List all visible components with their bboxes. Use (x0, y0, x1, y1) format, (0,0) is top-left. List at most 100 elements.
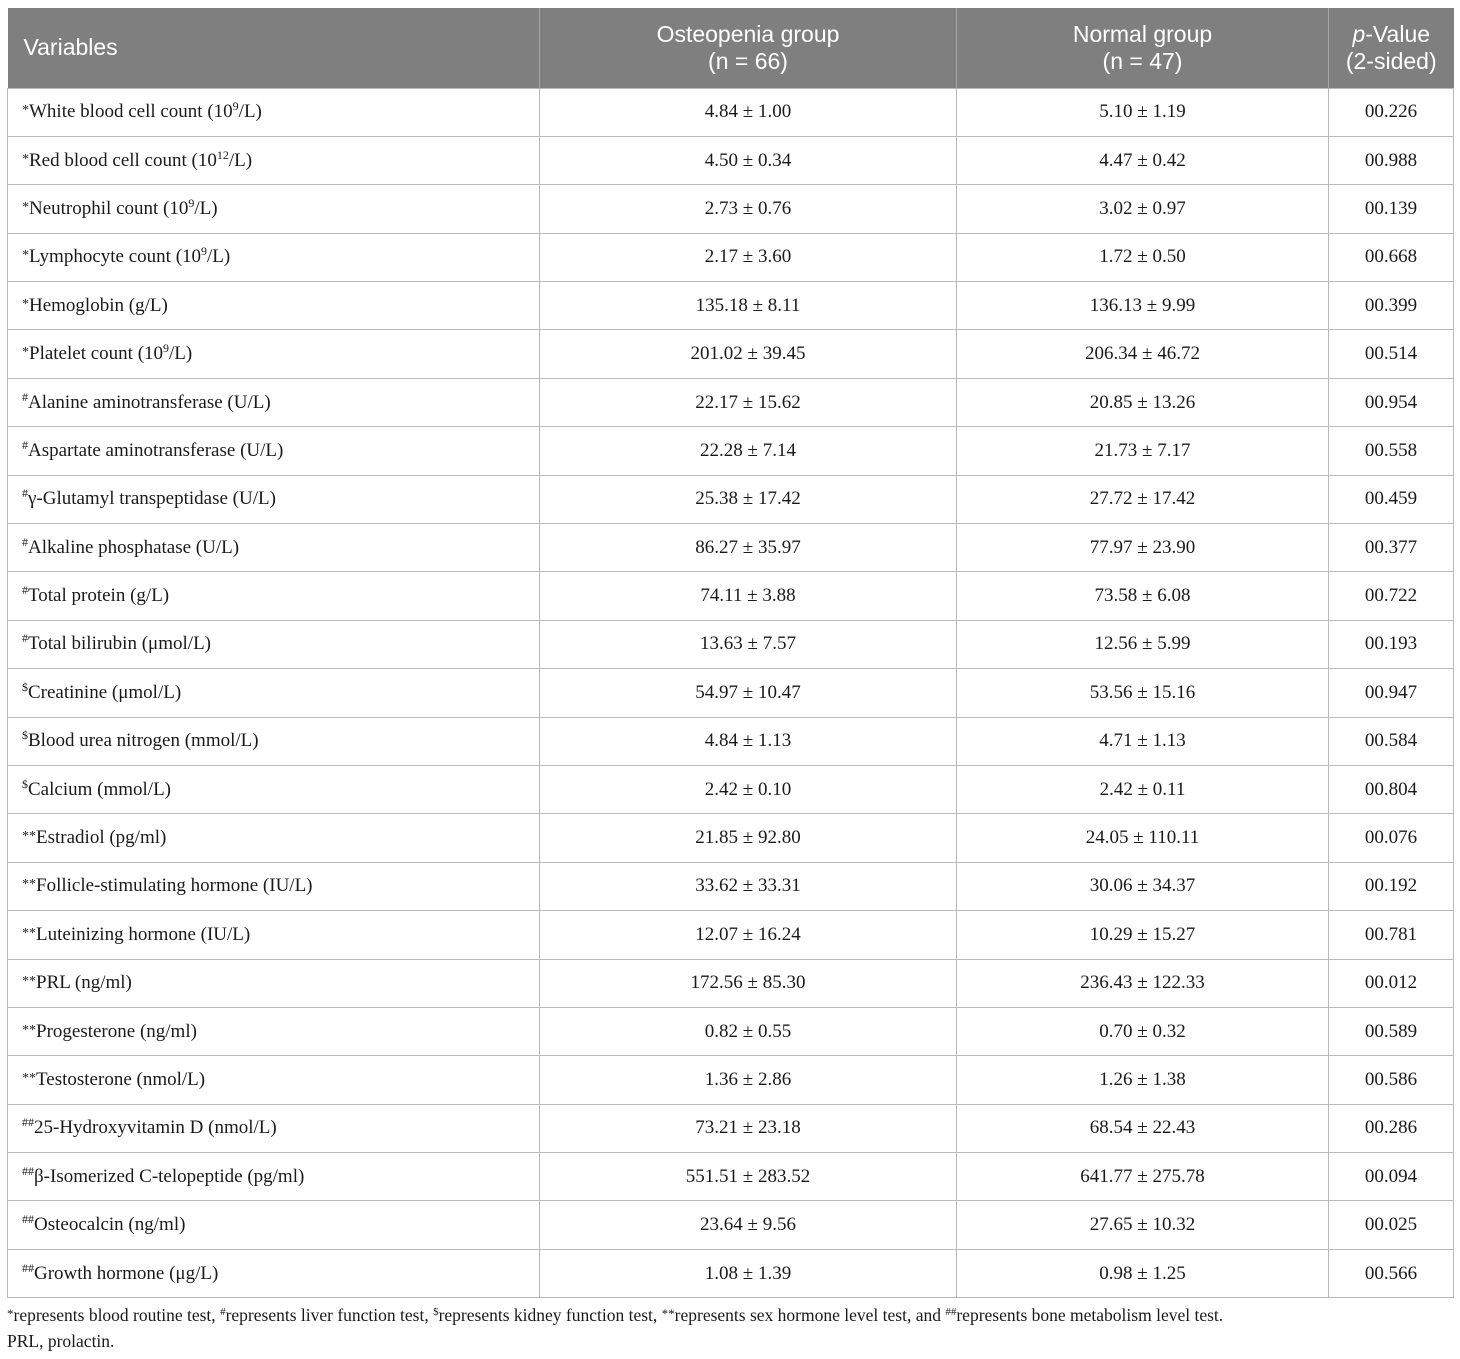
table-row: **Luteinizing hormone (IU/L) 12.07 ± 16.2… (7, 910, 1454, 960)
cell-osteopenia: 4.84 ± 1.13 (539, 716, 957, 766)
footnote-mark-double-star: ** (661, 1306, 675, 1321)
cell-normal: 0.98 ± 1.25 (956, 1248, 1329, 1299)
cell-variable: *White blood cell count (109/L) (7, 87, 540, 137)
cell-p-value: 00.193 (1328, 619, 1454, 670)
cell-normal: 27.72 ± 17.42 (956, 474, 1329, 525)
cell-variable: #Total protein (g/L) (7, 571, 540, 621)
cell-normal: 30.06 ± 34.37 (956, 861, 1329, 912)
cell-p-value: 00.586 (1328, 1055, 1454, 1105)
row-marker: # (22, 389, 28, 404)
cell-normal: 77.97 ± 23.90 (956, 523, 1329, 573)
cell-p-value: 00.025 (1328, 1200, 1454, 1250)
cell-variable: #Total bilirubin (μmol/L) (7, 619, 540, 670)
footnote-text-kidney: represents kidney function test, (438, 1305, 662, 1325)
row-marker: ** (22, 1071, 36, 1086)
cell-p-value: 00.399 (1328, 281, 1454, 331)
footnote-mark-hash: # (220, 1306, 226, 1318)
variable-name: PRL (ng/ml) (36, 972, 132, 994)
table-row: *Red blood cell count (1012/L) 4.50 ± 0.3… (7, 135, 1454, 186)
header-osteopenia-n: (n = 66) (708, 47, 788, 74)
variable-name: Testosterone (nmol/L) (36, 1069, 206, 1090)
table-row: **Estradiol (pg/ml) 21.85 ± 92.80 24.05 ± … (7, 813, 1454, 863)
footnote-text-bone: represents bone metabolism level test. (956, 1305, 1224, 1325)
cell-normal: 136.13 ± 9.99 (956, 281, 1329, 331)
cell-p-value: 00.012 (1328, 958, 1454, 1008)
row-marker: ** (22, 925, 36, 941)
cell-osteopenia: 23.64 ± 9.56 (539, 1200, 957, 1250)
cell-variable: ##Growth hormone (μg/L) (7, 1248, 540, 1299)
unit-exponent: 12 (216, 147, 229, 162)
cell-variable: #Aspartate aminotransferase (U/L) (7, 426, 540, 476)
row-marker: * (22, 345, 29, 361)
cell-osteopenia: 12.07 ± 16.24 (539, 910, 957, 960)
row-marker: $ (22, 776, 28, 791)
cell-variable: **Testosterone (nmol/L) (7, 1055, 540, 1105)
cell-osteopenia: 21.85 ± 92.80 (539, 813, 957, 863)
cell-p-value: 00.566 (1328, 1248, 1454, 1299)
row-marker: $ (22, 679, 28, 694)
cell-normal: 27.65 ± 10.32 (956, 1200, 1329, 1250)
cell-p-value: 00.377 (1328, 523, 1454, 573)
cell-osteopenia: 25.38 ± 17.42 (539, 474, 957, 525)
cell-osteopenia: 86.27 ± 35.97 (539, 523, 957, 573)
cell-normal: 236.43 ± 122.33 (956, 958, 1329, 1008)
table-row: *Hemoglobin (g/L) 135.18 ± 8.11 136.13 ± 9… (7, 281, 1454, 331)
variable-name: Growth hormone (μg/L) (34, 1262, 219, 1284)
variable-name: β-Isomerized C-telopeptide (pg/ml) (34, 1165, 305, 1187)
footnote-abbreviation: PRL, prolactin. (7, 1331, 115, 1351)
unit-suffix: /L) (169, 343, 193, 365)
cell-variable: *Hemoglobin (g/L) (7, 281, 540, 331)
cell-variable: **Progesterone (ng/ml) (7, 1006, 540, 1057)
cell-p-value: 00.722 (1328, 571, 1454, 621)
cell-p-value: 00.584 (1328, 716, 1454, 766)
cell-p-value: 00.804 (1328, 764, 1454, 815)
header-p-value: p-Value (2-sided) (1328, 8, 1454, 88)
variable-name: Osteocalcin (ng/ml) (34, 1214, 186, 1236)
table-row: *White blood cell count (109/L) 4.84 ± 1.… (7, 87, 1454, 137)
row-marker: # (22, 486, 28, 501)
cell-osteopenia: 4.50 ± 0.34 (539, 135, 957, 186)
footnote-mark-star: * (7, 1306, 14, 1321)
variable-name: White blood cell count (10 (29, 101, 233, 123)
unit-suffix: /L) (194, 197, 218, 219)
cell-p-value: 00.954 (1328, 377, 1454, 428)
variable-name: Red blood cell count (10 (29, 149, 217, 171)
cell-variable: ##Osteocalcin (ng/ml) (7, 1200, 540, 1250)
variable-name: Platelet count (10 (29, 343, 164, 365)
table-row: **Testosterone (nmol/L) 1.36 ± 2.86 1.26 ±… (7, 1055, 1454, 1105)
header-p-rest: -Value (1365, 20, 1431, 47)
cell-osteopenia: 172.56 ± 85.30 (539, 958, 957, 1008)
cell-p-value: 00.781 (1328, 910, 1454, 960)
header-variables: Variables (7, 8, 540, 88)
cell-osteopenia: 73.21 ± 23.18 (539, 1103, 957, 1154)
cell-p-value: 00.947 (1328, 668, 1454, 718)
table-row: **PRL (ng/ml) 172.56 ± 85.30 236.43 ± 122.… (7, 958, 1454, 1008)
cell-variable: ##β-Isomerized C-telopeptide (pg/ml) (7, 1152, 540, 1202)
cell-osteopenia: 2.42 ± 0.10 (539, 764, 957, 815)
cell-normal: 206.34 ± 46.72 (956, 329, 1329, 379)
variable-name: 25-Hydroxyvitamin D (nmol/L) (34, 1117, 277, 1139)
cell-normal: 10.29 ± 15.27 (956, 910, 1329, 960)
header-normal-n: (n = 47) (1102, 47, 1183, 74)
cell-p-value: 00.668 (1328, 232, 1454, 283)
header-normal-label: Normal group (1072, 20, 1213, 47)
cell-normal: 641.77 ± 275.78 (956, 1152, 1329, 1202)
row-marker: # (22, 534, 28, 549)
unit-suffix: /L) (238, 101, 262, 123)
cell-normal: 4.71 ± 1.13 (956, 716, 1329, 766)
variable-name: Total bilirubin (μmol/L) (28, 633, 211, 655)
cell-osteopenia: 1.08 ± 1.39 (539, 1248, 957, 1299)
cell-variable: #γ-Glutamyl transpeptidase (U/L) (7, 474, 540, 525)
cell-p-value: 00.988 (1328, 135, 1454, 186)
table-row: $Creatinine (μmol/L) 54.97 ± 10.47 53.56 ±… (7, 668, 1454, 718)
cell-normal: 24.05 ± 110.11 (956, 813, 1329, 863)
cell-osteopenia: 2.73 ± 0.76 (539, 184, 957, 234)
variable-name: Progesterone (ng/ml) (36, 1020, 197, 1042)
unit-suffix: /L) (207, 246, 231, 268)
variable-name: Aspartate aminotransferase (U/L) (28, 439, 284, 461)
cell-p-value: 00.459 (1328, 474, 1454, 525)
cell-p-value: 00.558 (1328, 426, 1454, 476)
cell-variable: $Creatinine (μmol/L) (7, 668, 540, 718)
cell-normal: 21.73 ± 7.17 (956, 426, 1329, 476)
variable-name: Follicle-stimulating hormone (IU/L) (36, 875, 313, 897)
